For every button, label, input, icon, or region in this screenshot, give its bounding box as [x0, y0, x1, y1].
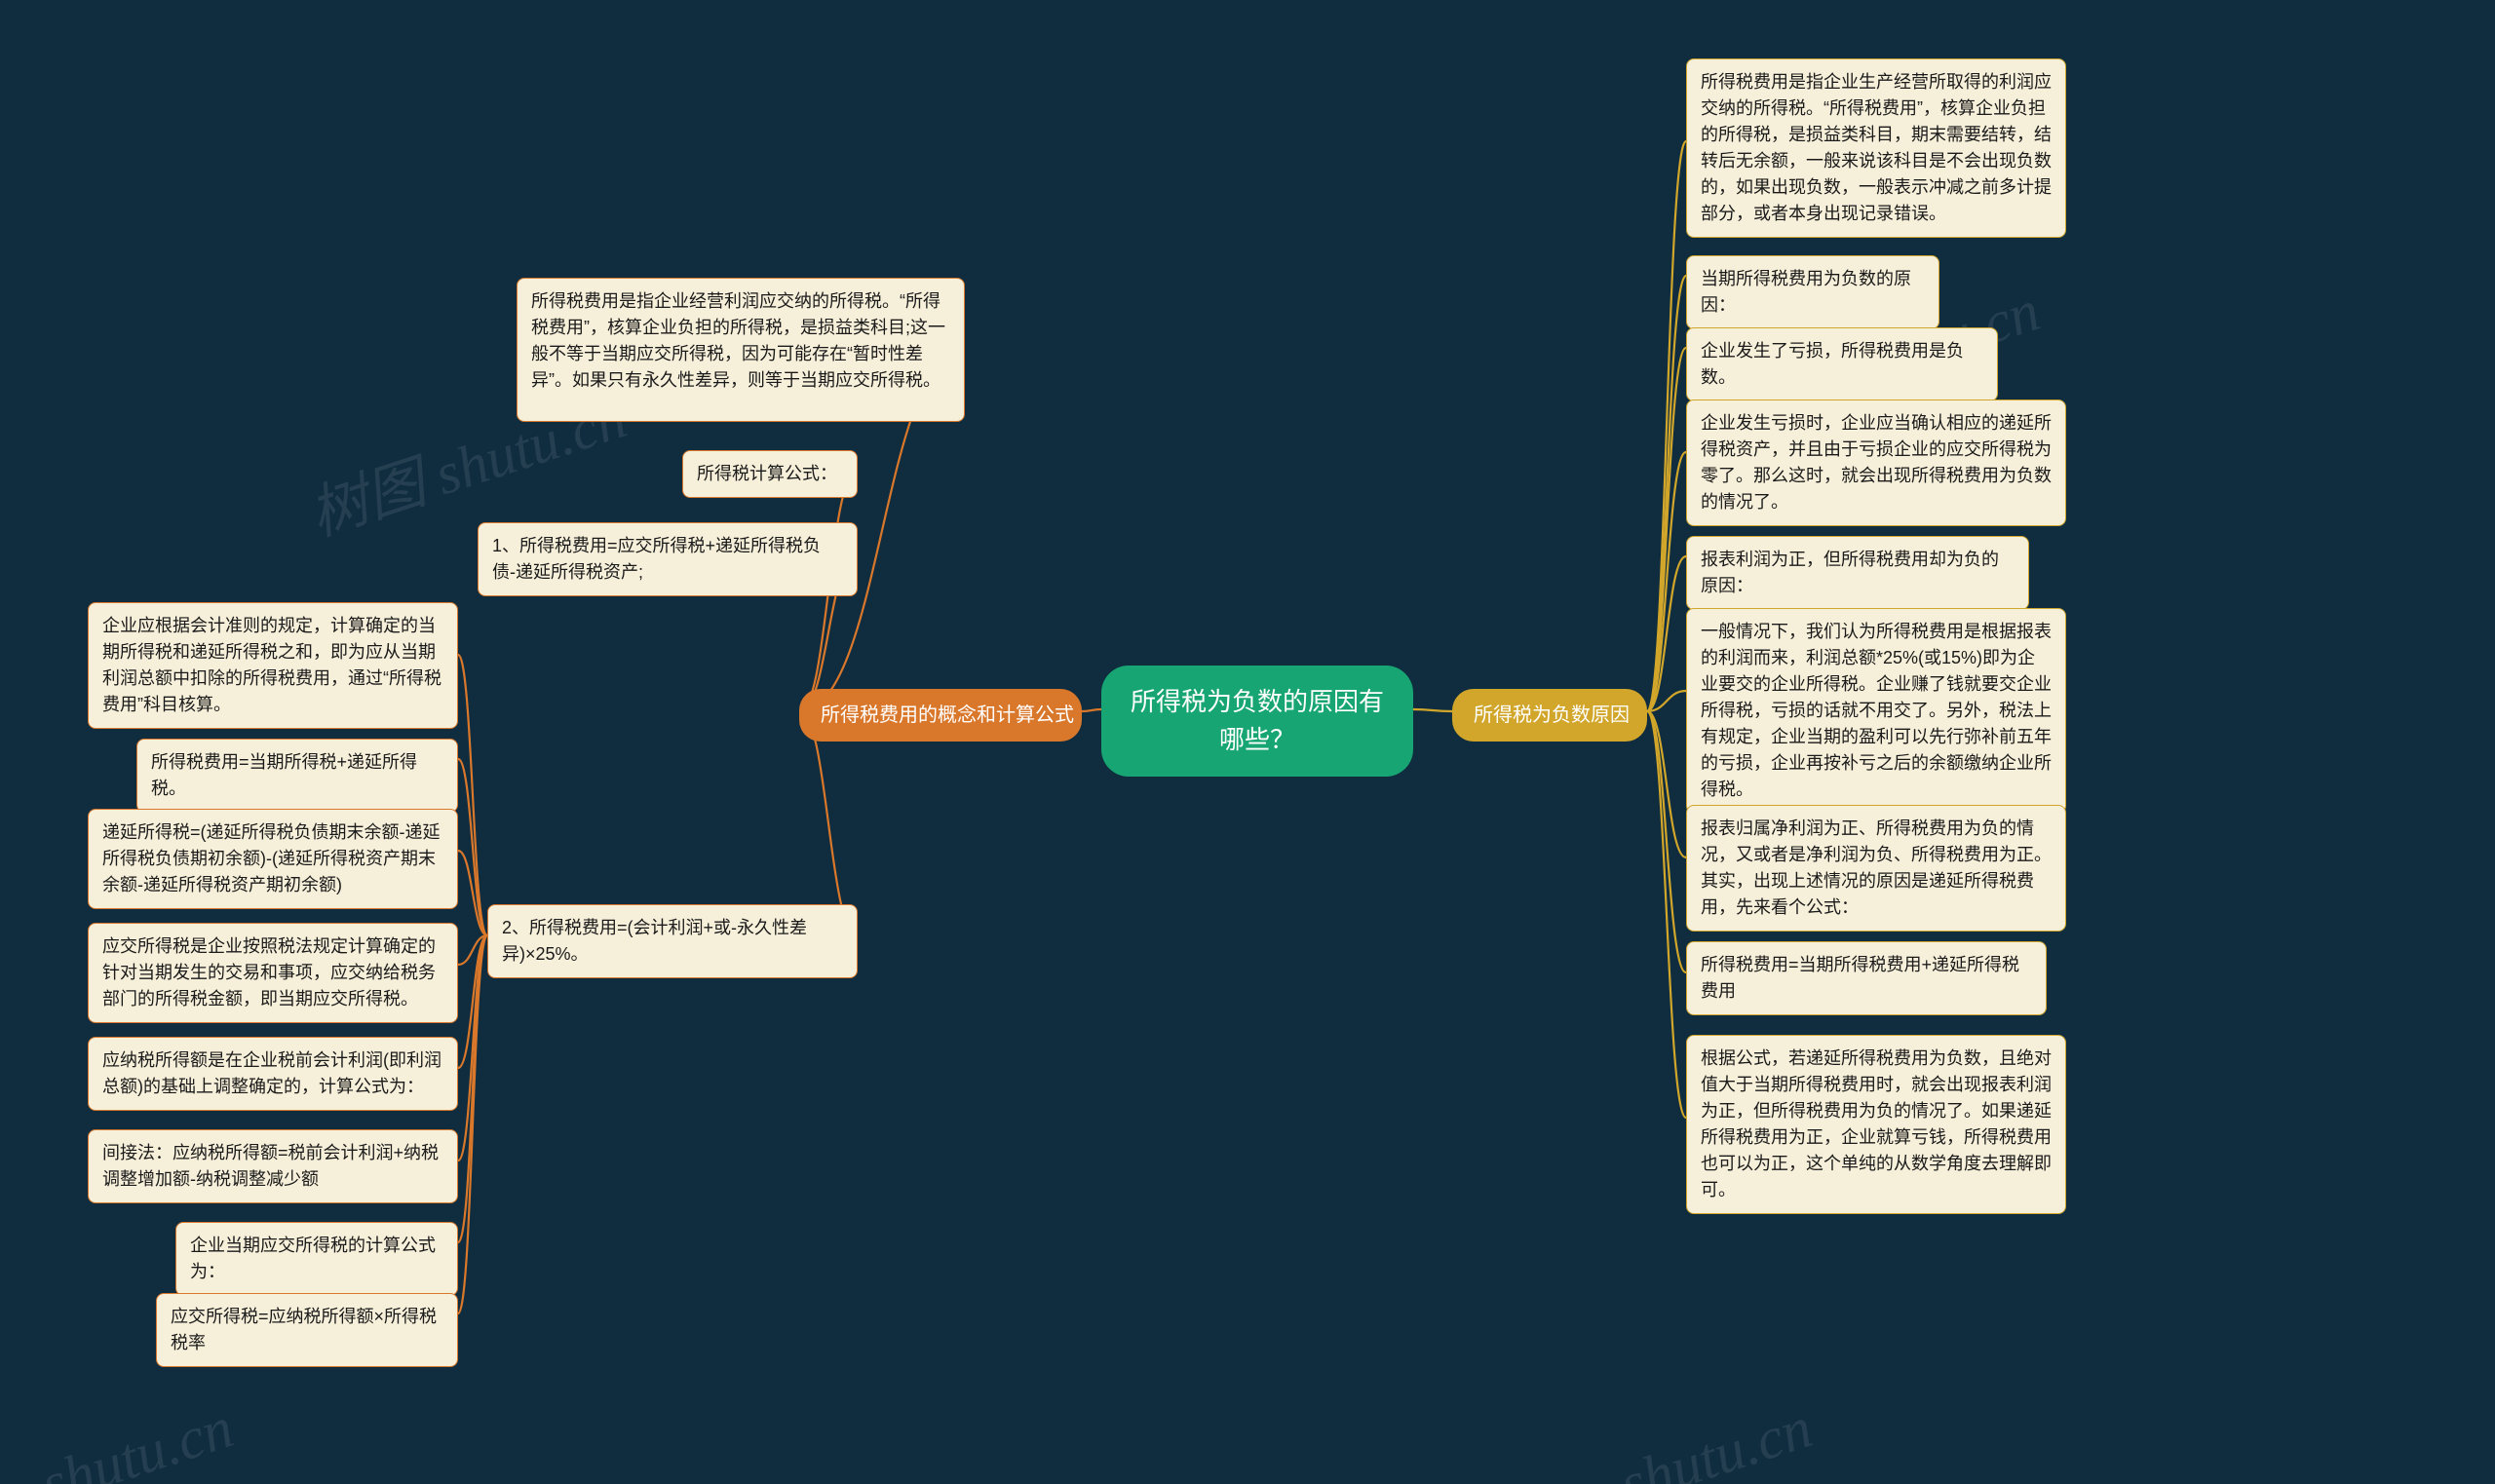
connector-edge — [458, 935, 487, 1161]
r4[interactable]: 企业发生亏损时，企业应当确认相应的递延所得税资产，并且由于亏损企业的应交所得税为… — [1686, 400, 2066, 526]
l4b[interactable]: 所得税费用=当期所得税+递延所得税。 — [136, 739, 458, 813]
connector-edge — [1647, 711, 1686, 857]
connector-edge — [799, 711, 858, 935]
l4e[interactable]: 应纳税所得额是在企业税前会计利润(即利润总额)的基础上调整确定的，计算公式为： — [88, 1037, 458, 1111]
connector-edge — [1413, 709, 1452, 711]
l1[interactable]: 所得税费用是指企业经营利润应交纳的所得税。“所得税费用”，核算企业负担的所得税，… — [517, 278, 965, 422]
connector-edge — [458, 935, 487, 1242]
l2[interactable]: 所得税计算公式： — [682, 450, 858, 498]
root-node[interactable]: 所得税为负数的原因有哪些？ — [1101, 666, 1413, 777]
connector-edge — [458, 935, 487, 965]
l4f[interactable]: 间接法：应纳税所得额=税前会计利润+纳税调整增加额-纳税调整减少额 — [88, 1129, 458, 1203]
connector-edge — [1647, 556, 1686, 711]
r8[interactable]: 所得税费用=当期所得税费用+递延所得税费用 — [1686, 941, 2047, 1015]
l4c[interactable]: 递延所得税=(递延所得税负债期末余额-递延所得税负债期初余额)-(递延所得税资产… — [88, 809, 458, 909]
mindmap-canvas: 树图 shutu.cn树图 shutu.cnshutu.cnshutu.cn所得… — [0, 0, 2495, 1484]
connector-edge — [1082, 709, 1101, 711]
connector-edge — [1647, 711, 1686, 1118]
connector-edge — [1647, 711, 1686, 972]
r2[interactable]: 当期所得税费用为负数的原因： — [1686, 255, 1939, 329]
connector-edge — [1647, 141, 1686, 711]
r7[interactable]: 报表归属净利润为正、所得税费用为负的情况，又或者是净利润为负、所得税费用为正。其… — [1686, 805, 2066, 932]
watermark: shutu.cn — [1612, 1394, 1820, 1484]
l4d[interactable]: 应交所得税是企业按照税法规定计算确定的针对当期发生的交易和事项，应交纳给税务部门… — [88, 923, 458, 1023]
r6[interactable]: 一般情况下，我们认为所得税费用是根据报表的利润而来，利润总额*25%(或15%)… — [1686, 608, 2066, 814]
b-right[interactable]: 所得税为负数原因 — [1452, 689, 1647, 742]
l3[interactable]: 1、所得税费用=应交所得税+递延所得税负债-递延所得税资产; — [478, 522, 858, 596]
l4h[interactable]: 应交所得税=应纳税所得额×所得税税率 — [156, 1293, 458, 1367]
b-left[interactable]: 所得税费用的概念和计算公式 — [799, 689, 1082, 742]
connector-edge — [1647, 348, 1686, 711]
connector-edge — [1647, 452, 1686, 711]
r5[interactable]: 报表利润为正，但所得税费用却为负的原因： — [1686, 536, 2029, 610]
l4a[interactable]: 企业应根据会计准则的规定，计算确定的当期所得税和递延所得税之和，即为应从当期利润… — [88, 602, 458, 729]
r1[interactable]: 所得税费用是指企业生产经营所取得的利润应交纳的所得税。“所得税费用”，核算企业负… — [1686, 58, 2066, 238]
r3[interactable]: 企业发生了亏损，所得税费用是负数。 — [1686, 327, 1998, 401]
watermark: shutu.cn — [33, 1394, 241, 1484]
connector-edge — [458, 851, 487, 935]
connector-edge — [458, 935, 487, 1313]
r9[interactable]: 根据公式，若递延所得税费用为负数，且绝对值大于当期所得税费用时，就会出现报表利润… — [1686, 1035, 2066, 1214]
l4g[interactable]: 企业当期应交所得税的计算公式为： — [175, 1222, 458, 1296]
connector-edge — [1647, 691, 1686, 711]
connector-edge — [1647, 276, 1686, 711]
connector-edge — [458, 759, 487, 935]
connector-edge — [458, 935, 487, 1068]
connector-edge — [458, 655, 487, 935]
l4[interactable]: 2、所得税费用=(会计利润+或-永久性差异)×25%。 — [487, 904, 858, 978]
